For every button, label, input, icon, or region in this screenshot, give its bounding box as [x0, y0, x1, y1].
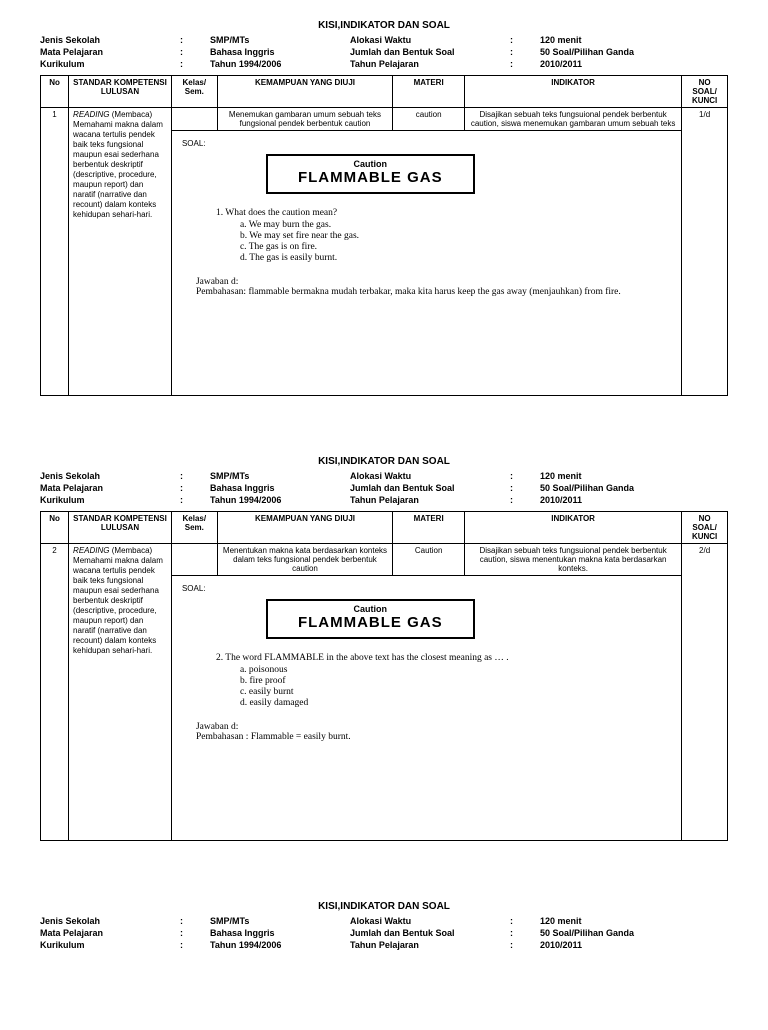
hr2: Jumlah dan Bentuk Soal: [350, 47, 490, 57]
doc-title: KISI,INDIKATOR DAN SOAL: [40, 20, 728, 31]
header-block: Jenis Sekolah:SMP/MTs Alokasi Waktu:120 …: [40, 35, 728, 69]
opt-d: d. The gas is easily burnt.: [240, 253, 667, 263]
section-3: KISI,INDIKATOR DAN SOAL Jenis Sekolah:SM…: [40, 901, 728, 950]
hr1: Alokasi Waktu: [350, 35, 490, 45]
caution-big: FLAMMABLE GAS: [298, 169, 443, 186]
header-block: Jenis Sekolah:SMP/MTs Alokasi Waktu:120 …: [40, 916, 728, 950]
hl2: Mata Pelajaran: [40, 47, 160, 57]
caution-small: Caution: [298, 159, 443, 169]
cell-kunci: 1/d: [682, 108, 728, 396]
hrv2: 50 Soal/Pilihan Ganda: [540, 47, 634, 57]
table-header-row: No STANDAR KOMPETENSI LULUSAN Kelas/ Sem…: [41, 76, 728, 108]
question-text: 1. What does the caution mean?: [216, 208, 667, 218]
opt-a: a. We may burn the gas.: [240, 220, 667, 230]
section-2: KISI,INDIKATOR DAN SOAL Jenis Sekolah:SM…: [40, 456, 728, 841]
hl3: Kurikulum: [40, 59, 160, 69]
main-table-1: No STANDAR KOMPETENSI LULUSAN Kelas/ Sem…: [40, 75, 728, 396]
std-body: (Membaca) Memahami makna dalam wacana te…: [73, 110, 163, 219]
cell-ind: Disajikan sebuah teks fungsuional pendek…: [465, 108, 682, 131]
th-materi: MATERI: [393, 76, 465, 108]
main-table-2: No STANDAR KOMPETENSI LULUSAN Kelas/ Sem…: [40, 511, 728, 841]
soal-cell: SOAL: Caution FLAMMABLE GAS 1. What does…: [171, 131, 681, 396]
th-kem: KEMAMPUAN YANG DIUJI: [217, 76, 393, 108]
th-no: No: [41, 76, 69, 108]
th-std: STANDAR KOMPETENSI LULUSAN: [69, 76, 172, 108]
th-kelas: Kelas/ Sem.: [171, 76, 217, 108]
opt-b: b. We may set fire near the gas.: [240, 231, 667, 241]
cell-kelas: [171, 108, 217, 131]
table-row: 2 READING (Membaca) Memahami makna dalam…: [41, 544, 728, 576]
hrv3: 2010/2011: [540, 59, 582, 69]
doc-title: KISI,INDIKATOR DAN SOAL: [40, 456, 728, 467]
cell-no: 1: [41, 108, 69, 396]
header-block: Jenis Sekolah:SMP/MTs Alokasi Waktu:120 …: [40, 471, 728, 505]
th-ind: INDIKATOR: [465, 76, 682, 108]
section-1: KISI,INDIKATOR DAN SOAL Jenis Sekolah:SM…: [40, 20, 728, 396]
hv1: SMP/MTs: [210, 35, 330, 45]
cell-kem: Menemukan gambaran umum sebuah teks fung…: [217, 108, 393, 131]
opt-c: c. The gas is on fire.: [240, 242, 667, 252]
table-row: 1 READING (Membaca) Memahami makna dalam…: [41, 108, 728, 131]
hv3: Tahun 1994/2006: [210, 59, 330, 69]
std-lead: READING: [73, 110, 109, 119]
hl1: Jenis Sekolah: [40, 35, 160, 45]
th-kunci: NO SOAL/ KUNCI: [682, 76, 728, 108]
cell-materi: caution: [393, 108, 465, 131]
caution-box: Caution FLAMMABLE GAS: [266, 154, 475, 194]
hr3: Tahun Pelajaran: [350, 59, 490, 69]
answer-label: Jawaban d:: [196, 277, 667, 287]
answer-block: Jawaban d: Pembahasan: flammable bermakn…: [196, 277, 667, 297]
answer-explanation: Pembahasan: flammable bermakna mudah ter…: [196, 287, 667, 297]
table-header-row: No STANDAR KOMPETENSI LULUSAN Kelas/ Sem…: [41, 512, 728, 544]
hrv1: 120 menit: [540, 35, 582, 45]
cell-std: READING (Membaca) Memahami makna dalam w…: [69, 108, 172, 396]
hv2: Bahasa Inggris: [210, 47, 330, 57]
options: a. We may burn the gas. b. We may set fi…: [240, 220, 667, 263]
soal-label: SOAL:: [182, 139, 667, 148]
